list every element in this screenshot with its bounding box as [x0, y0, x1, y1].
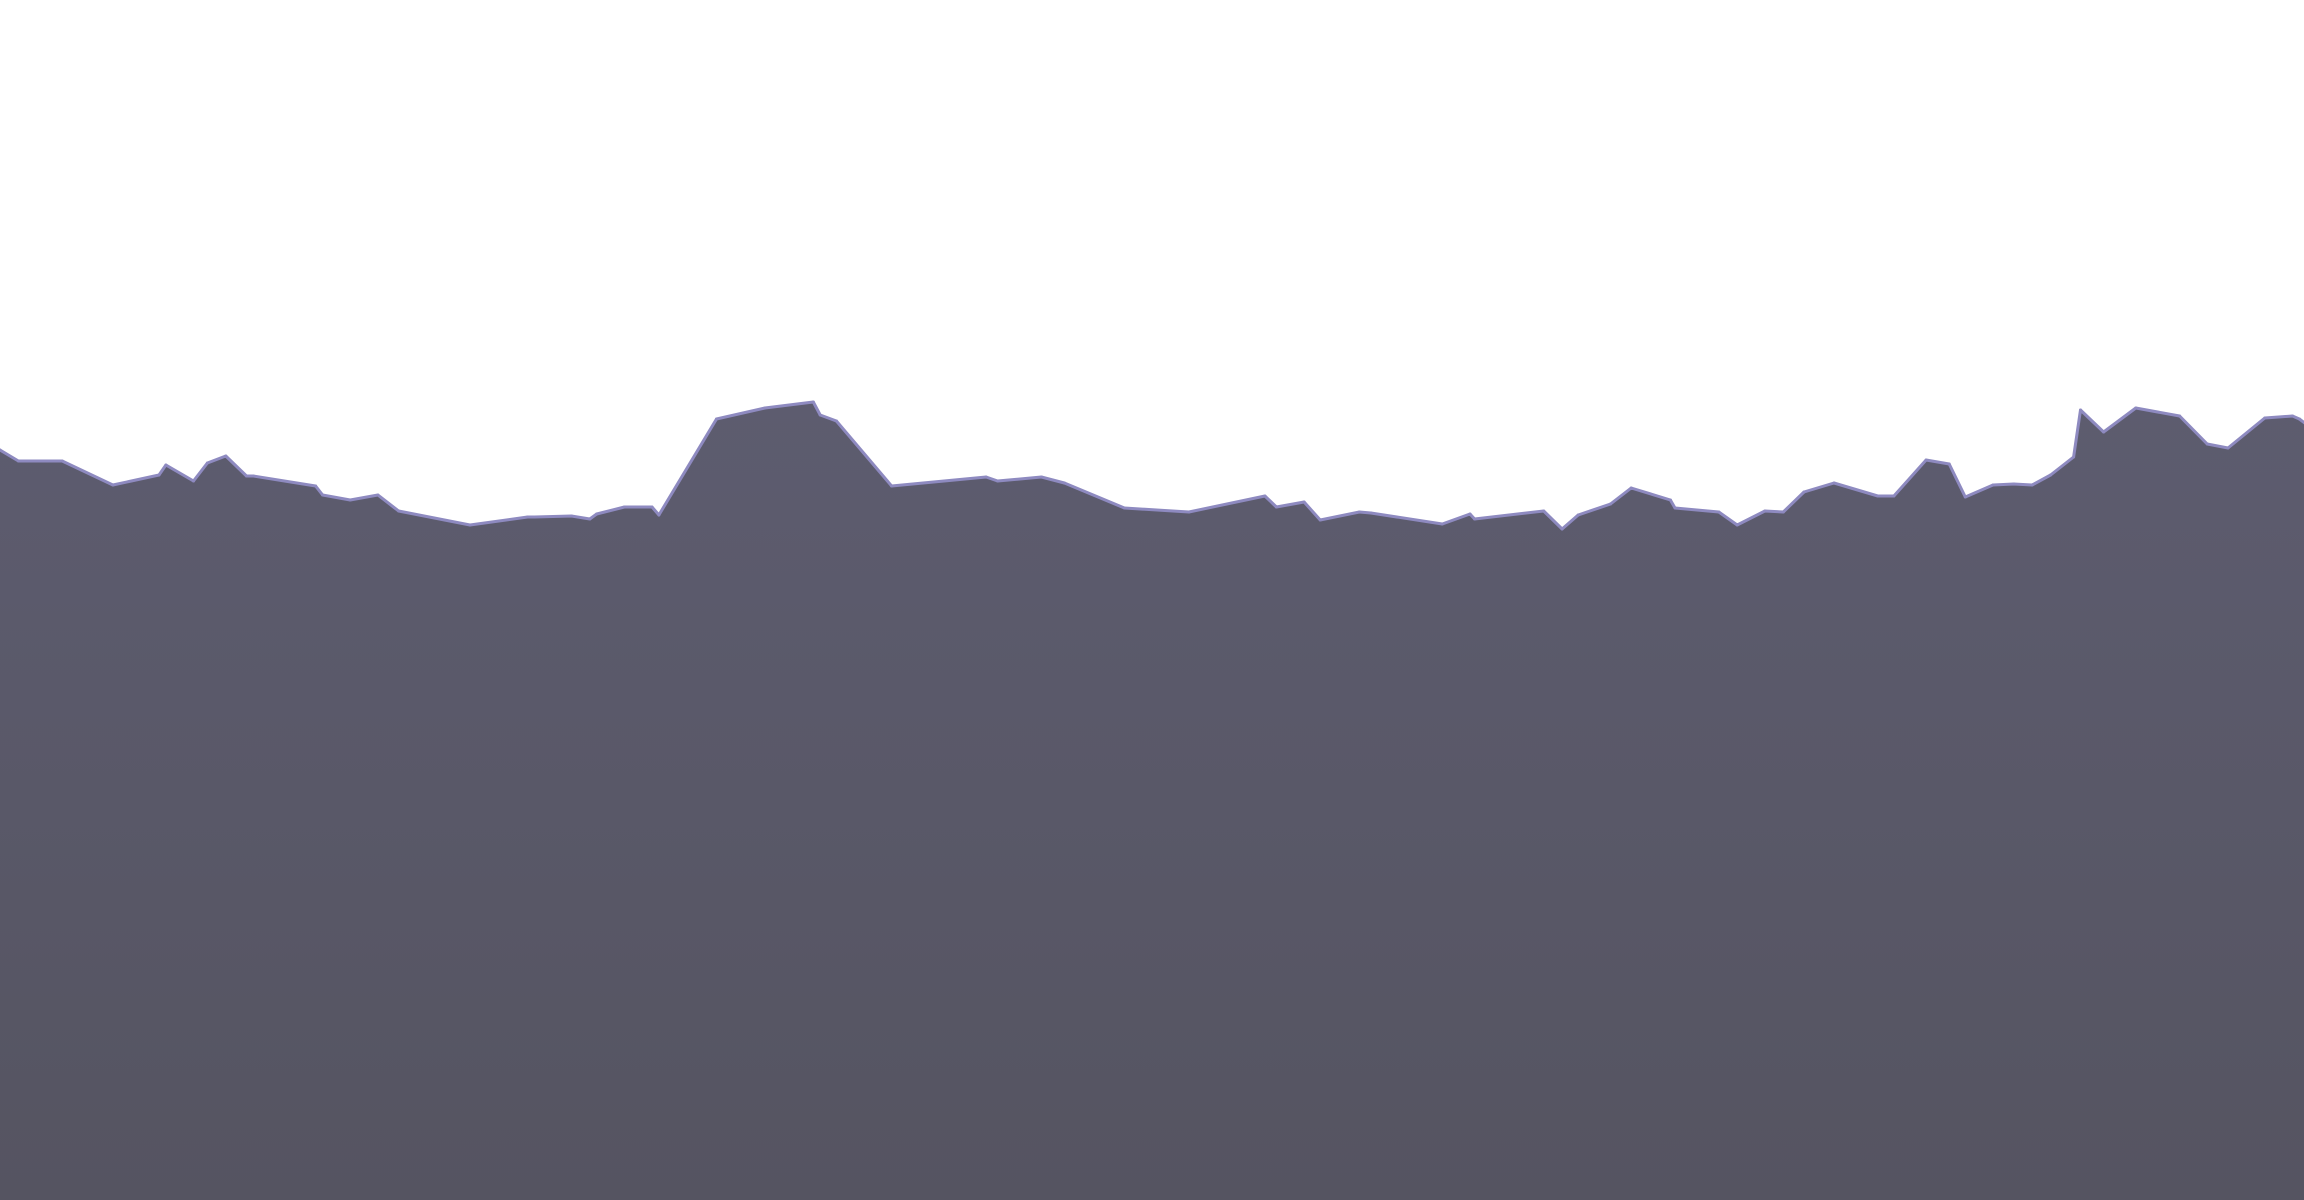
data-point-44 [1468, 512, 1472, 516]
data-point-4 [157, 473, 161, 477]
data-point-6 [192, 479, 195, 483]
data-point-28 [818, 413, 822, 417]
data-point-71 [2134, 406, 2138, 410]
data-point-39 [1302, 500, 1306, 504]
data-point-61 [1924, 458, 1928, 462]
data-point-42 [1369, 511, 1373, 515]
data-point-9 [245, 474, 248, 478]
data-point-41 [1357, 510, 1361, 514]
data-point-16 [468, 523, 472, 527]
data-point-34 [1062, 481, 1066, 485]
data-point-57 [1802, 490, 1806, 494]
data-point-18 [533, 515, 536, 519]
data-point-1 [16, 459, 20, 463]
data-point-50 [1629, 486, 1633, 490]
data-point-75 [2263, 416, 2267, 420]
data-point-48 [1576, 513, 1580, 517]
data-point-13 [348, 498, 352, 502]
data-point-22 [622, 505, 626, 509]
data-point-65 [2012, 482, 2016, 486]
data-point-47 [1560, 527, 1564, 531]
data-point-12 [321, 493, 325, 497]
data-point-55 [1763, 509, 1767, 513]
data-point-32 [996, 479, 1000, 483]
data-point-36 [1187, 510, 1191, 514]
data-point-76 [2291, 414, 2294, 418]
data-point-53 [1717, 510, 1721, 514]
data-point-51 [1668, 498, 1672, 502]
data-point-46 [1542, 509, 1546, 513]
data-point-49 [1609, 502, 1612, 506]
data-point-33 [1039, 475, 1043, 479]
data-point-11 [314, 484, 318, 488]
data-point-5 [164, 463, 168, 467]
data-point-52 [1673, 506, 1677, 510]
data-point-62 [1947, 462, 1951, 466]
data-point-10 [251, 474, 255, 478]
data-point-21 [595, 512, 599, 516]
data-point-45 [1473, 517, 1477, 521]
data-point-70 [2102, 430, 2106, 434]
data-point-15 [397, 509, 401, 513]
data-point-30 [890, 484, 894, 488]
data-point-60 [1892, 494, 1896, 498]
data-point-7 [205, 461, 209, 465]
data-point-8 [224, 454, 228, 458]
series-layer [0, 400, 2304, 1200]
data-point-69 [2079, 408, 2082, 412]
data-point-35 [1122, 506, 1126, 510]
data-point-26 [763, 406, 767, 410]
data-point-58 [1832, 481, 1836, 485]
data-point-73 [2205, 442, 2209, 446]
data-point-23 [650, 505, 654, 509]
data-point-3 [111, 483, 115, 487]
data-point-40 [1318, 518, 1322, 522]
data-point-20 [588, 517, 592, 521]
data-point-29 [834, 419, 838, 423]
data-point-0 [0, 448, 2, 452]
data-point-27 [811, 400, 815, 404]
data-point-24 [657, 513, 661, 517]
data-point-2 [60, 459, 64, 463]
data-point-72 [2178, 414, 2182, 418]
data-point-64 [1991, 483, 1995, 487]
data-point-77 [2297, 417, 2301, 421]
data-point-56 [1781, 510, 1785, 514]
series-0-area [0, 402, 2304, 1200]
data-point-59 [1876, 494, 1880, 498]
data-point-68 [2072, 455, 2076, 459]
data-point-38 [1274, 505, 1278, 509]
data-point-17 [526, 515, 530, 519]
data-point-14 [376, 493, 380, 497]
data-point-37 [1263, 494, 1267, 498]
data-point-67 [2049, 473, 2053, 477]
data-point-54 [1735, 523, 1739, 527]
data-point-31 [984, 475, 988, 479]
data-point-66 [2030, 483, 2034, 487]
data-point-43 [1440, 522, 1444, 526]
data-point-74 [2226, 446, 2230, 450]
data-point-63 [1963, 495, 1967, 499]
data-point-19 [569, 514, 573, 518]
data-point-25 [715, 417, 718, 421]
